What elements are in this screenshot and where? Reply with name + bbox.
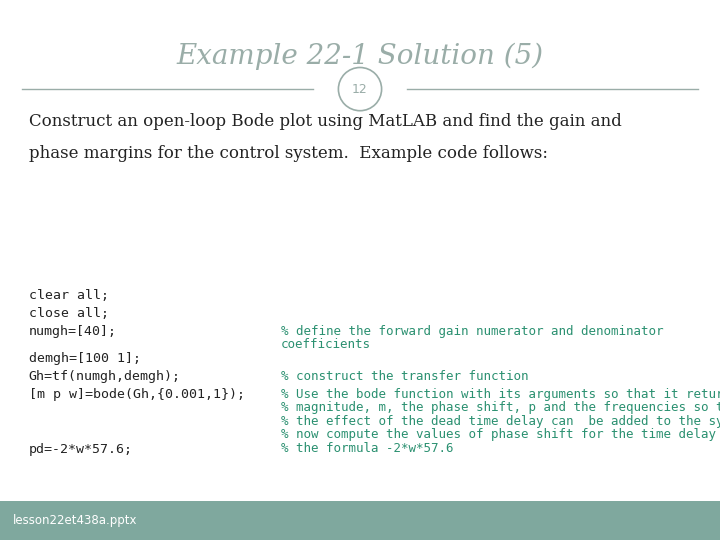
- Text: % now compute the values of phase shift for the time delay using: % now compute the values of phase shift …: [281, 428, 720, 441]
- Text: % construct the transfer function: % construct the transfer function: [281, 370, 528, 383]
- FancyBboxPatch shape: [0, 501, 720, 540]
- Text: clear all;: clear all;: [29, 289, 109, 302]
- Text: % the formula -2*w*57.6: % the formula -2*w*57.6: [281, 442, 454, 455]
- Text: pd=-2*w*57.6;: pd=-2*w*57.6;: [29, 443, 132, 456]
- Ellipse shape: [338, 68, 382, 111]
- Text: % the effect of the dead time delay can  be added to the system: % the effect of the dead time delay can …: [281, 415, 720, 428]
- Text: close all;: close all;: [29, 307, 109, 320]
- Text: Example 22-1 Solution (5): Example 22-1 Solution (5): [176, 43, 544, 70]
- Text: Gh=tf(numgh,demgh);: Gh=tf(numgh,demgh);: [29, 370, 181, 383]
- Text: [m p w]=bode(Gh,{0.001,1});: [m p w]=bode(Gh,{0.001,1});: [29, 388, 245, 401]
- Text: numgh=[40];: numgh=[40];: [29, 325, 117, 338]
- Text: phase margins for the control system.  Example code follows:: phase margins for the control system. Ex…: [29, 145, 548, 161]
- Text: demgh=[100 1];: demgh=[100 1];: [29, 352, 141, 365]
- Text: % define the forward gain numerator and denominator: % define the forward gain numerator and …: [281, 325, 663, 338]
- Text: coefficients: coefficients: [281, 338, 371, 351]
- Text: Construct an open-loop Bode plot using MatLAB and find the gain and: Construct an open-loop Bode plot using M…: [29, 113, 621, 130]
- Text: % Use the bode function with its arguments so that it returns the: % Use the bode function with its argumen…: [281, 388, 720, 401]
- Text: lesson22et438a.pptx: lesson22et438a.pptx: [13, 514, 138, 527]
- Text: % magnitude, m, the phase shift, p and the frequencies so that: % magnitude, m, the phase shift, p and t…: [281, 401, 720, 414]
- Text: 12: 12: [352, 83, 368, 96]
